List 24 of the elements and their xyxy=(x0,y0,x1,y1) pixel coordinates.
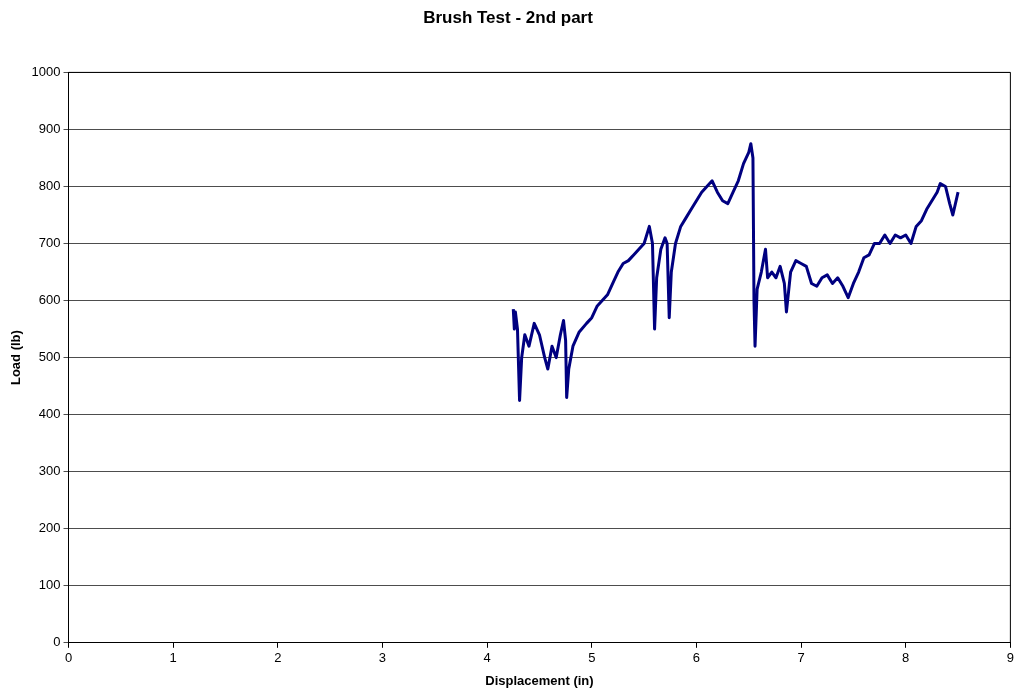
x-tick-label: 5 xyxy=(588,650,596,666)
y-tick-label: 800 xyxy=(38,178,61,194)
x-tick-label: 2 xyxy=(274,650,282,666)
y-tick-label: 300 xyxy=(38,463,61,479)
x-tick-label: 3 xyxy=(378,650,387,666)
x-tick-label: 6 xyxy=(692,650,701,666)
y-tick-label: 600 xyxy=(38,292,61,308)
y-tick-label: 500 xyxy=(38,349,61,365)
x-tick-label: 8 xyxy=(902,650,910,666)
x-tick-label: 0 xyxy=(64,650,73,666)
chart-title: Brush Test - 2nd part xyxy=(423,7,594,27)
x-axis-title: Displacement (in) xyxy=(485,672,594,688)
x-tick-label: 7 xyxy=(797,650,805,666)
x-tick-label: 9 xyxy=(1006,650,1014,666)
y-tick-label: 700 xyxy=(38,235,61,251)
x-tick-label: 4 xyxy=(483,650,491,666)
y-tick-label: 0 xyxy=(53,634,61,650)
y-tick-label: 400 xyxy=(38,406,61,422)
x-tick-label: 1 xyxy=(169,650,177,666)
y-tick-label: 1000 xyxy=(31,63,61,79)
y-tick-label: 900 xyxy=(38,121,61,137)
y-axis-title: Load (lb) xyxy=(8,330,24,386)
y-tick-label: 100 xyxy=(38,577,61,593)
y-tick-label: 200 xyxy=(38,520,61,536)
